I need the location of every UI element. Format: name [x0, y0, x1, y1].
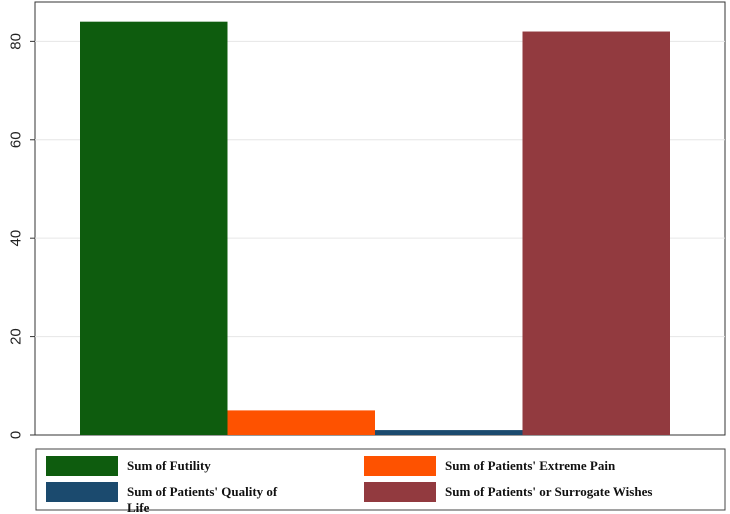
legend-swatch	[46, 456, 118, 476]
legend-label: Sum of Patients' Extreme Pain	[445, 458, 616, 473]
bars	[80, 21, 670, 435]
bar	[522, 31, 670, 435]
legend: Sum of Futility Sum of Patients' Extreme …	[35, 448, 726, 514]
y-axis: 0 20 40 60 80	[8, 33, 35, 439]
legend-swatch	[364, 456, 436, 476]
legend-label: Sum of Patients' Quality of Life	[127, 484, 278, 514]
y-tick-label: 80	[8, 33, 25, 50]
legend-swatch	[46, 482, 118, 502]
y-tick-label: 20	[8, 328, 25, 345]
legend-label: Sum of Patients' or Surrogate Wishes	[445, 484, 652, 499]
bar	[80, 21, 228, 435]
legend-label: Sum of Futility	[127, 458, 211, 473]
y-tick-label: 0	[8, 431, 25, 439]
y-tick-label: 40	[8, 230, 25, 247]
bar	[227, 410, 375, 435]
y-tick-label: 60	[8, 131, 25, 148]
legend-swatch	[364, 482, 436, 502]
bar	[375, 430, 523, 435]
